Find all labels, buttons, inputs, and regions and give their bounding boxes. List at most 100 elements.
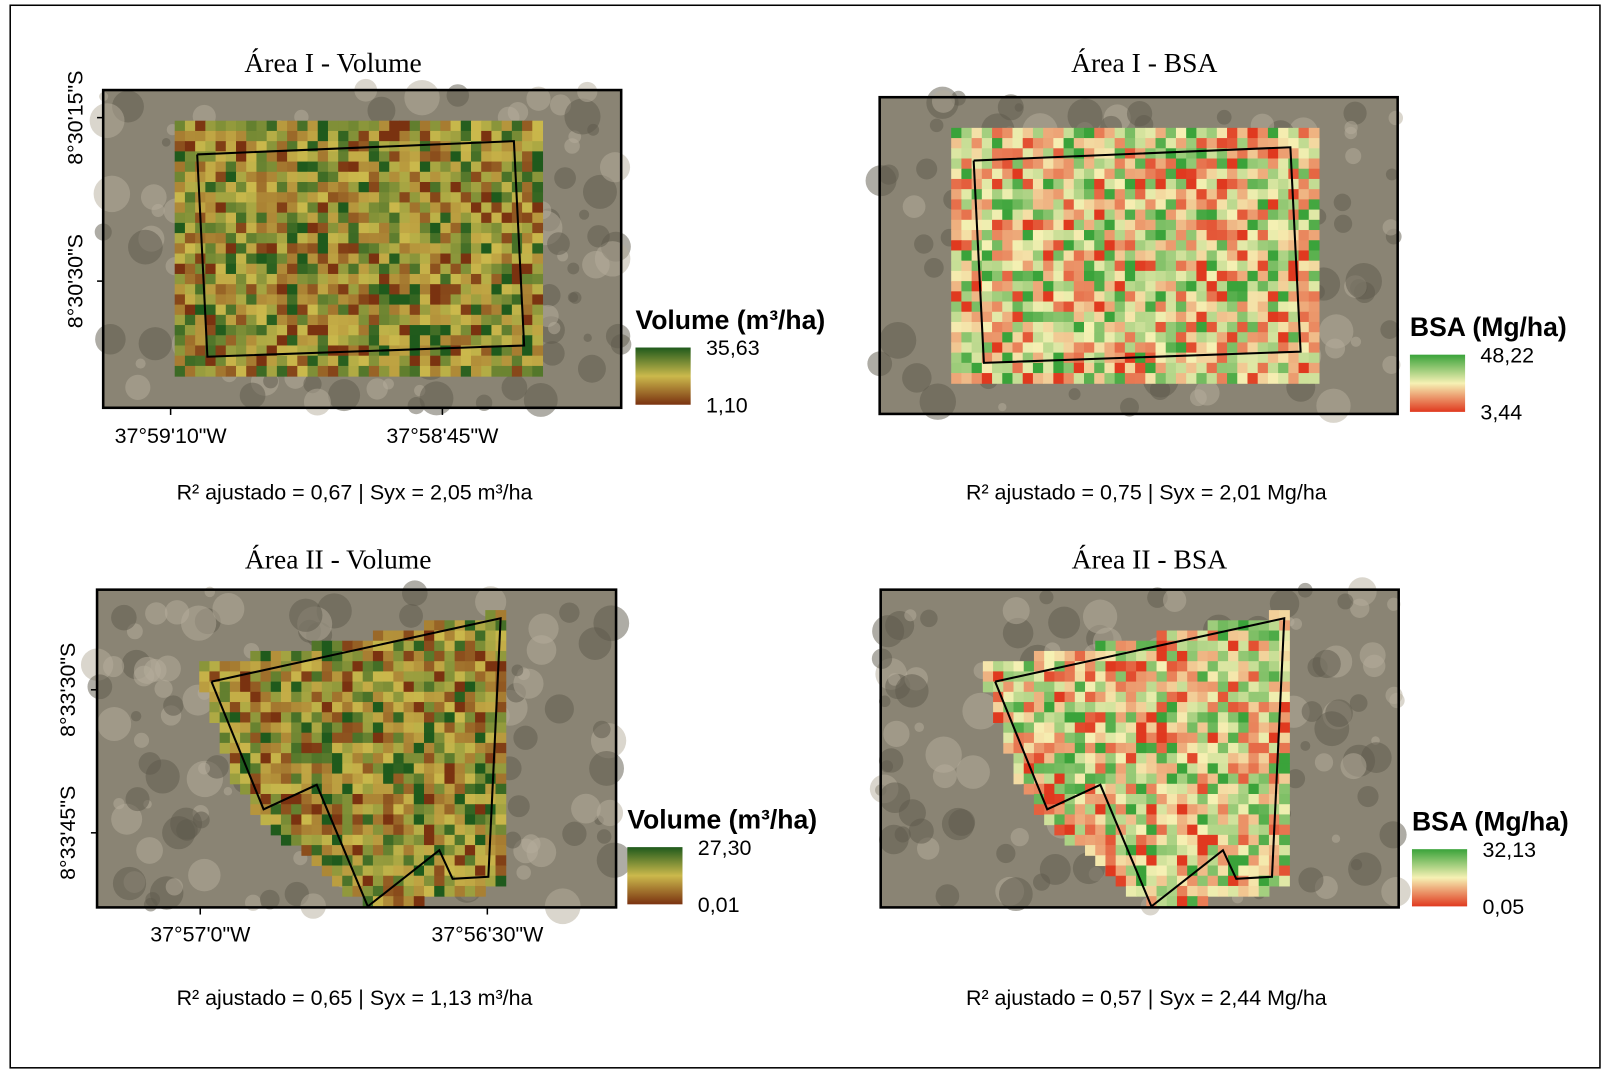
raster-cell	[404, 814, 415, 825]
imagery-texture	[126, 787, 150, 811]
raster-cell	[1217, 159, 1228, 170]
raster-cell	[373, 733, 384, 744]
raster-cell	[1227, 271, 1238, 282]
raster-cell	[1227, 363, 1238, 374]
raster-cell	[1146, 794, 1157, 805]
raster-cell	[1258, 322, 1269, 333]
raster-cell	[301, 722, 312, 733]
imagery-texture	[212, 593, 244, 625]
raster-cell	[1043, 312, 1054, 323]
raster-cell	[404, 845, 415, 856]
raster-cell	[982, 148, 993, 159]
raster-cell	[1166, 373, 1177, 384]
imagery-texture	[909, 819, 934, 844]
raster-cell	[475, 651, 486, 662]
raster-cell	[342, 641, 353, 652]
raster-cell	[1003, 682, 1014, 693]
raster-cell	[281, 804, 292, 815]
raster-cell	[1176, 291, 1187, 302]
raster-cell	[281, 743, 292, 754]
raster-cell	[236, 274, 247, 285]
raster-cell	[301, 753, 312, 764]
raster-cell	[1033, 332, 1044, 343]
raster-cell	[389, 162, 400, 173]
raster-cell	[410, 172, 421, 183]
raster-cell	[1054, 682, 1065, 693]
raster-cell	[1104, 322, 1115, 333]
raster-cell	[399, 325, 410, 336]
raster-cell	[1238, 763, 1249, 774]
raster-cell	[1176, 138, 1187, 149]
raster-cell	[338, 274, 349, 285]
raster-cell	[1145, 220, 1156, 231]
raster-cell	[522, 264, 533, 275]
raster-cell	[369, 172, 380, 183]
raster-cell	[246, 284, 257, 295]
raster-cell	[424, 804, 435, 815]
raster-cell	[522, 356, 533, 367]
raster-cell	[440, 325, 451, 336]
raster-cell	[1044, 814, 1055, 825]
raster-cell	[532, 315, 543, 326]
raster-cell	[1145, 271, 1156, 282]
raster-cell	[1177, 682, 1188, 693]
raster-cell	[1053, 240, 1064, 251]
raster-cell	[532, 305, 543, 316]
raster-cell	[308, 151, 319, 162]
raster-cell	[451, 284, 462, 295]
raster-cell	[1095, 702, 1106, 713]
raster-cell	[352, 763, 363, 774]
raster-cell	[389, 213, 400, 224]
raster-cell	[1167, 651, 1178, 662]
imagery-texture	[1302, 701, 1323, 722]
raster-cell	[1278, 281, 1289, 292]
raster-cell	[1104, 189, 1115, 200]
raster-cell	[1065, 692, 1076, 703]
raster-cell	[951, 199, 962, 210]
raster-cell	[420, 345, 431, 356]
raster-cell	[485, 794, 496, 805]
raster-cell	[1084, 322, 1095, 333]
raster-cell	[1228, 845, 1239, 856]
raster-cell	[1053, 261, 1064, 272]
raster-cell	[420, 141, 431, 152]
raster-cell	[1247, 322, 1258, 333]
raster-cell	[379, 233, 390, 244]
raster-cell	[1278, 250, 1289, 261]
raster-cell	[1187, 763, 1198, 774]
raster-cell	[1248, 825, 1259, 836]
raster-cell	[393, 722, 404, 733]
raster-cell	[205, 254, 216, 265]
raster-cell	[1218, 722, 1229, 733]
raster-cell	[383, 671, 394, 682]
raster-cell	[972, 261, 983, 272]
raster-cell	[434, 753, 445, 764]
raster-cell	[287, 243, 298, 254]
raster-cell	[451, 233, 462, 244]
raster-cell	[1309, 312, 1320, 323]
raster-cell	[1023, 322, 1034, 333]
raster-cell	[1167, 876, 1178, 887]
raster-cell	[1095, 743, 1106, 754]
raster-cell	[1125, 138, 1136, 149]
raster-cell	[434, 876, 445, 887]
raster-cell	[404, 774, 415, 785]
raster-cell	[1033, 312, 1044, 323]
raster-cell	[1136, 855, 1147, 866]
imagery-texture	[97, 707, 131, 741]
raster-cell	[430, 264, 441, 275]
raster-cell	[1237, 199, 1248, 210]
raster-cell	[1115, 342, 1126, 353]
raster-cell	[1258, 342, 1269, 353]
raster-cell	[1135, 291, 1146, 302]
imagery-texture	[1315, 753, 1333, 771]
raster-cell	[1288, 128, 1299, 139]
raster-cell	[1208, 733, 1219, 744]
raster-cell	[1218, 794, 1229, 805]
raster-cell	[475, 722, 486, 733]
raster-cell	[369, 366, 380, 377]
raster-cell	[1064, 189, 1075, 200]
raster-cell	[1187, 845, 1198, 856]
raster-cell	[1268, 322, 1279, 333]
raster-cell	[1094, 199, 1105, 210]
